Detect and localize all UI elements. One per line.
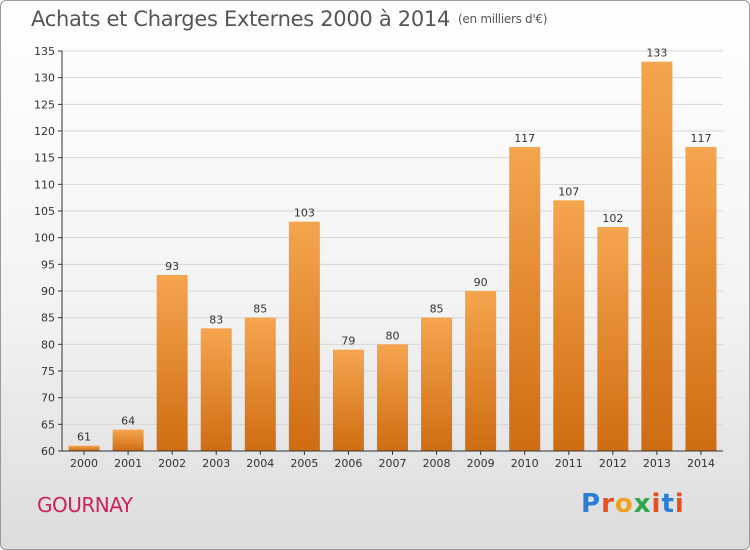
proxiti-logo: Proxiti [581,489,685,519]
x-tick-label: 2011 [555,457,583,470]
bar-value-label: 117 [690,132,711,145]
bar-value-label: 79 [341,335,355,348]
x-tick-label: 2002 [158,457,186,470]
x-tick-label: 2009 [467,457,495,470]
x-tick-label: 2001 [114,457,142,470]
x-tick-label: 2000 [70,457,98,470]
y-tick-label: 130 [34,72,55,85]
bar-value-label: 117 [514,132,535,145]
bar [421,317,453,451]
logo-letter: t [661,489,675,519]
bars: 61 64 93 83 85 103 79 80 85 90 117 107 102 133 117 [68,47,717,452]
y-tick-label: 110 [34,178,55,191]
y-tick-label: 65 [41,418,55,431]
x-tick-label: 2010 [511,457,539,470]
bar-value-label: 107 [558,185,579,198]
bar [156,275,188,451]
x-tick-label: 2013 [643,457,671,470]
x-tick-label: 2012 [599,457,627,470]
y-tick-label: 135 [34,45,55,58]
logo-letter: r [601,489,615,519]
city-name: GOURNAY [37,493,133,517]
bar-value-label: 102 [602,212,623,225]
bar [332,349,364,451]
y-tick-label: 105 [34,205,55,218]
logo-letter: i [674,489,685,519]
x-tick-label: 2003 [202,457,230,470]
y-tick-label: 80 [41,338,55,351]
bar [553,200,585,451]
x-tick-label: 2007 [379,457,407,470]
logo-letter: i [651,489,662,519]
y-tick-label: 70 [41,392,55,405]
bar-value-label: 85 [430,303,444,316]
bar-value-label: 133 [646,47,667,60]
bar-value-label: 83 [209,313,223,326]
bar-value-label: 80 [386,329,400,342]
bar [112,429,144,451]
y-tick-label: 100 [34,232,55,245]
y-tick-label: 120 [34,125,55,138]
bar [244,317,276,451]
y-tick-label: 75 [41,365,55,378]
bar-value-label: 93 [165,260,179,273]
logo-letter: P [581,489,602,519]
chart-subtitle: (en milliers d'€) [458,12,548,26]
bar-value-label: 64 [121,415,135,428]
bar [200,328,232,451]
y-tick-label: 85 [41,312,55,325]
bar [509,147,541,451]
logo-letter: o [614,489,634,519]
bar-value-label: 103 [294,207,315,220]
axes: 60 65 70 75 80 85 90 95 100 105 110 115 120 125 130 135… [34,45,723,470]
y-tick-label: 125 [34,98,55,111]
bar [68,445,100,451]
x-tick-label: 2014 [687,457,715,470]
bar [597,227,629,451]
y-tick-label: 115 [34,152,55,165]
x-tick-label: 2006 [334,457,362,470]
logo-letter: x [633,489,652,519]
y-tick-label: 90 [41,285,55,298]
x-tick-label: 2008 [423,457,451,470]
bar-value-label: 90 [474,276,488,289]
bar [465,291,497,451]
chart-title-text: Achats et Charges Externes 2000 à 2014 [31,7,451,31]
bar [288,221,320,451]
bar-value-label: 61 [77,431,91,444]
bar [377,344,408,451]
y-tick-label: 95 [41,258,55,271]
x-tick-label: 2005 [290,457,318,470]
x-tick-label: 2004 [246,457,274,470]
chart-title: Achats et Charges Externes 2000 à 2014 (e… [31,7,547,31]
bar [641,61,673,452]
bar [685,147,717,451]
y-tick-label: 60 [41,445,55,458]
bar-value-label: 85 [253,303,267,316]
